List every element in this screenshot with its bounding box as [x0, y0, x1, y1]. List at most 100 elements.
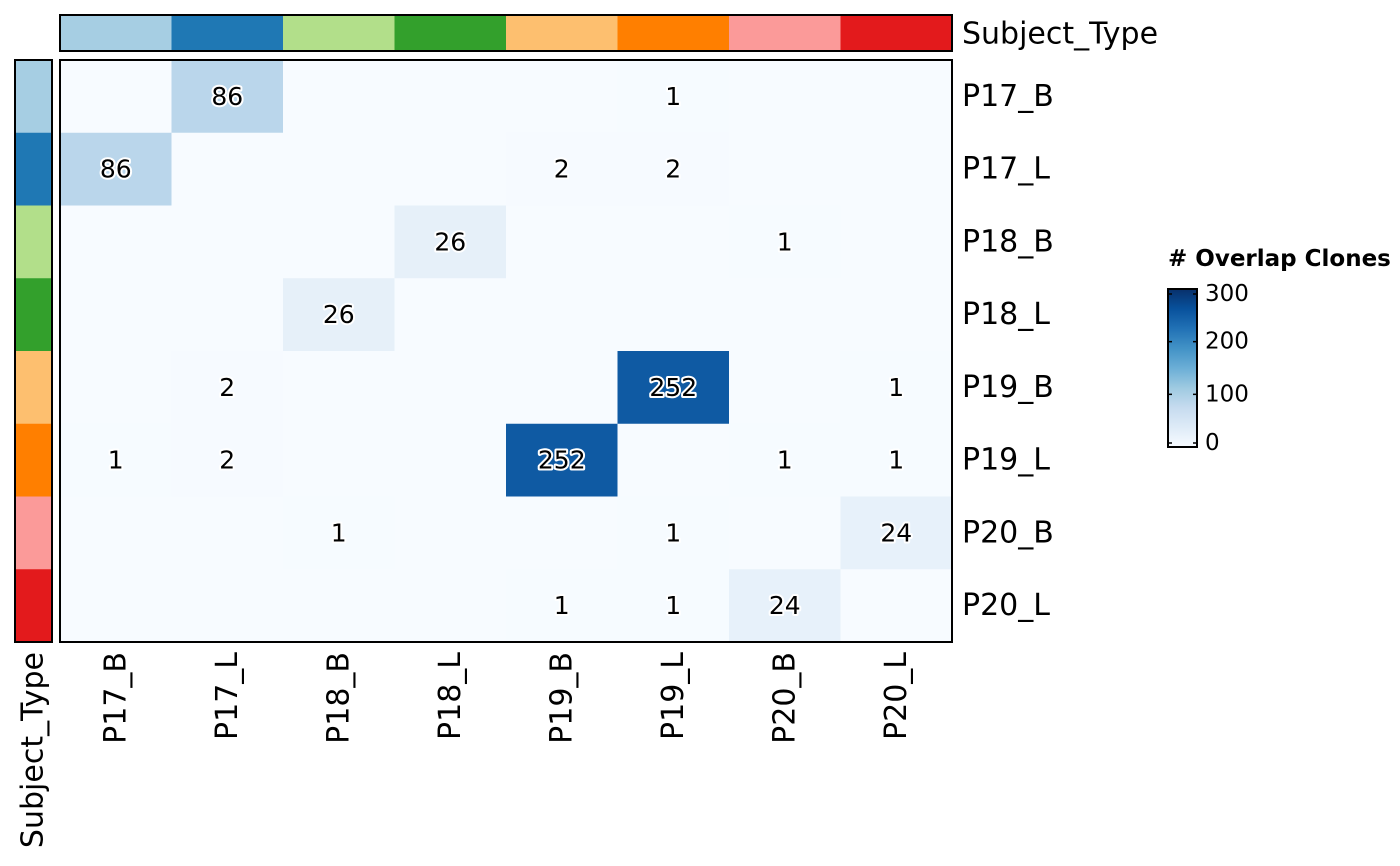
heatmap-cell: [506, 60, 618, 134]
top-annotation-cell: [60, 15, 172, 51]
heatmap-cell: [506, 132, 618, 206]
top-annotation-bar: [59, 14, 953, 52]
heatmap-cell: [617, 496, 730, 570]
heatmap-cell: [171, 278, 284, 352]
cell-value-label: 2: [665, 155, 681, 184]
left-annotation-bar: [14, 59, 53, 643]
top-annotation-cell: [840, 15, 953, 51]
heatmap-cell: [283, 496, 395, 570]
cell-value-label: 24: [880, 518, 912, 547]
row-label: P19_L: [962, 443, 1050, 478]
heatmap-cell: [840, 132, 953, 206]
left-annotation-cell: [15, 60, 52, 134]
heatmap-cell: [506, 278, 618, 352]
heatmap-cell: [60, 423, 172, 497]
heatmap-cell: [171, 205, 284, 279]
row-label: P18_L: [962, 297, 1050, 332]
left-annotation-title: Subject_Type: [16, 652, 51, 848]
heatmap-cell: [840, 278, 953, 352]
heatmap-cell: [840, 423, 953, 497]
heatmap-cell: [60, 278, 172, 352]
heatmap-cell: [840, 496, 953, 570]
cell-value-label: 1: [665, 82, 681, 111]
legend-ticks: 0 100 200 300: [1168, 281, 1249, 456]
left-annotation-cell: [15, 205, 52, 279]
top-annotation-title: Subject_Type: [962, 17, 1158, 52]
top-annotation-cell: [394, 15, 507, 51]
column-label: P20_B: [767, 652, 802, 744]
heatmap-cell: [394, 278, 507, 352]
cell-value-label: 1: [888, 373, 904, 402]
legend-tick-label: 100: [1205, 381, 1249, 407]
legend-tick-label: 200: [1205, 329, 1249, 355]
cell-value-label: 1: [777, 227, 793, 256]
heatmap-cell: [60, 496, 172, 570]
heatmap-cell: [394, 132, 507, 206]
heatmap-cell: [283, 569, 395, 643]
row-label: P20_L: [962, 588, 1050, 623]
column-label: P19_L: [656, 652, 691, 740]
row-label: P20_B: [962, 515, 1054, 550]
heatmap-cell: [617, 132, 730, 206]
cell-value-label: 26: [434, 227, 466, 256]
legend-color-bar: [1167, 288, 1198, 448]
left-annotation-cell: [15, 351, 52, 425]
heatmap-cell: [840, 569, 953, 643]
heatmap-cell: [729, 205, 841, 279]
heatmap-cell: [506, 569, 618, 643]
top-annotation-border: [59, 14, 953, 52]
heatmap-cell: [617, 351, 730, 425]
heatmap-cell: [171, 423, 284, 497]
left-annotation-cell: [15, 569, 52, 643]
heatmap-cell: [283, 351, 395, 425]
column-label: P17_B: [98, 652, 133, 744]
heatmap-cell: [729, 132, 841, 206]
heatmap-cell: [840, 351, 953, 425]
top-annotation-cell: [171, 15, 284, 51]
left-annotation-cell: [15, 132, 52, 206]
column-labels: P17_B P17_L P18_B P18_L P19_B P19_L P20_B P20_L: [98, 652, 914, 744]
heatmap-cell: [617, 423, 730, 497]
cell-value-label: 252: [538, 446, 586, 475]
heatmap-cell: [506, 351, 618, 425]
heatmap-cell: [394, 351, 507, 425]
heatmap-cell: [60, 569, 172, 643]
cell-value-label: 1: [331, 518, 347, 547]
heatmap-cell: [394, 423, 507, 497]
legend-tick-label: 300: [1205, 281, 1249, 307]
column-label: P18_B: [321, 652, 356, 744]
cell-value-label: 1: [777, 446, 793, 475]
heatmap-cell: [171, 132, 284, 206]
cell-value-label: 1: [888, 446, 904, 475]
heatmap-cell: [394, 60, 507, 134]
heatmap-cell: [729, 60, 841, 134]
row-label: P18_B: [962, 224, 1054, 259]
cell-value-label: 2: [554, 155, 570, 184]
heatmap-cell: [283, 60, 395, 134]
cell-value-label: 26: [323, 300, 355, 329]
heatmap-cell: [617, 278, 730, 352]
heatmap-cell: [60, 60, 172, 134]
heatmap-cell: [60, 205, 172, 279]
cell-value-label: 86: [100, 155, 132, 184]
column-label: P18_L: [433, 652, 468, 740]
column-label: P17_L: [210, 652, 245, 740]
left-annotation-border: [14, 59, 53, 643]
legend-title: # Overlap Clones: [1168, 246, 1391, 272]
cell-value-label: 1: [665, 591, 681, 620]
row-label: P17_B: [962, 79, 1054, 114]
heatmap-cell: [283, 278, 395, 352]
left-annotation-cell: [15, 496, 52, 570]
heatmap-cell: [506, 205, 618, 279]
heatmap-cell: [840, 205, 953, 279]
heatmap-cell: [171, 569, 284, 643]
heatmap-cell: [729, 569, 841, 643]
row-label: P19_B: [962, 370, 1054, 405]
heatmap-cell: [617, 205, 730, 279]
heatmap-cell: [171, 496, 284, 570]
heatmap-cell: [729, 423, 841, 497]
top-annotation-cell: [729, 15, 841, 51]
left-annotation-cell: [15, 278, 52, 352]
heatmap-border: [59, 59, 953, 643]
